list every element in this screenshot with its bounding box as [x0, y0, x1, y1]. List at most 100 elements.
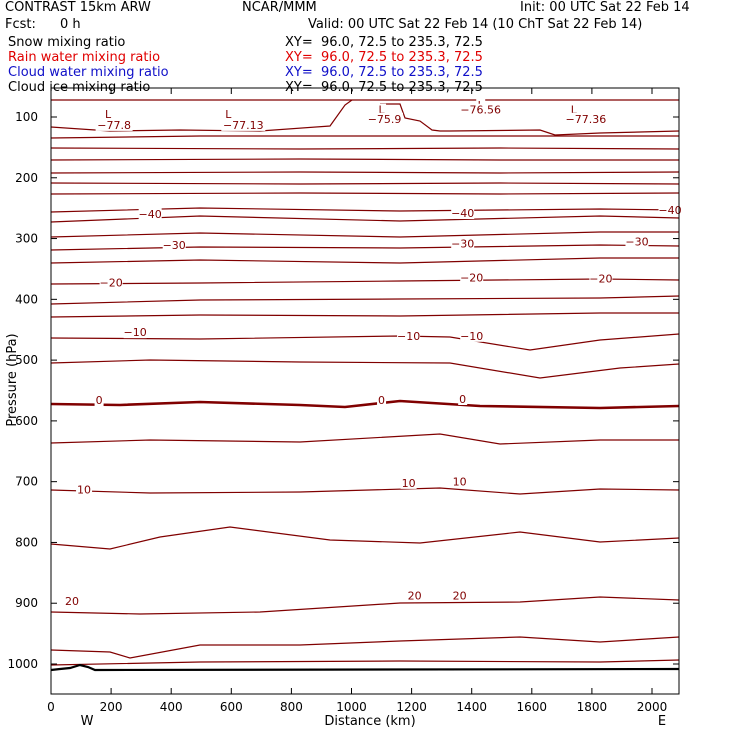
- y-axis-title: Pressure (hPa): [5, 333, 20, 426]
- x-tick-label: 600: [220, 700, 243, 714]
- contour-label-bg: [451, 207, 475, 220]
- contour-label: 20: [65, 595, 79, 608]
- plot-frame-rect: [50, 87, 680, 695]
- contour-label-bg: [451, 589, 468, 602]
- x-tick-label: 1600: [517, 700, 548, 714]
- contour-label: L: [105, 108, 112, 121]
- contour-label: −20: [460, 271, 483, 284]
- contour-label: −76.56: [460, 104, 501, 117]
- x-end-label-east: E: [658, 714, 666, 729]
- plot-frame: [50, 87, 680, 695]
- contour-label-bg: [406, 589, 423, 602]
- contour-label: −20: [589, 273, 612, 286]
- contour-label-bg: [103, 107, 113, 120]
- contour-line: [50, 257, 679, 264]
- y-tick-label: 500: [15, 353, 38, 367]
- header-org: NCAR/MMM: [242, 0, 317, 15]
- contour-label: −77.8: [97, 119, 131, 132]
- field-xy-rain: XY= 96.0, 72.5 to 235.3, 72.5: [285, 50, 483, 65]
- contour-line: [50, 596, 680, 615]
- contour-label: 0: [459, 393, 466, 406]
- contour-line: [50, 659, 680, 666]
- contour-label: −40: [139, 208, 162, 221]
- header-fcst-value: 0 h: [60, 17, 81, 32]
- contour-label-bg: [569, 103, 579, 116]
- x-end-label-west: W: [81, 714, 94, 729]
- contour-line: [50, 182, 680, 185]
- header-model: CONTRAST 15km ARW: [5, 0, 151, 15]
- y-tick-label: 900: [15, 596, 38, 610]
- contour-label-bg: [658, 203, 682, 216]
- contour-label-bg: [162, 239, 186, 252]
- contour-label: −10: [460, 330, 483, 343]
- contour-line: [50, 158, 679, 161]
- y-tick-label: 800: [15, 535, 38, 549]
- contour-line: [380, 103, 680, 136]
- contour-line: [50, 636, 680, 659]
- x-axis-title: Distance (km): [324, 714, 415, 729]
- contour-line: [50, 99, 353, 132]
- contour-line: [50, 295, 680, 305]
- contour-labels: L−77.8L−77.13L−75.9L−76.56L−77.36−40−40−…: [64, 98, 682, 608]
- contour-label: L: [378, 104, 385, 117]
- y-tick-label: 200: [15, 171, 38, 185]
- header-init: Init: 00 UTC Sat 22 Feb 14: [520, 0, 690, 15]
- x-tick-label: 0: [47, 700, 55, 714]
- field-xy-cloud-water: XY= 96.0, 72.5 to 235.3, 72.5: [285, 65, 483, 80]
- contour-label: L: [225, 108, 232, 121]
- terrain-line: [50, 663, 680, 672]
- y-tick-label: 1000: [7, 657, 38, 671]
- contour-line: [50, 192, 680, 195]
- contour-label-bg: [589, 272, 613, 285]
- contour-label: −40: [658, 204, 681, 217]
- field-name-snow: Snow mixing ratio: [8, 35, 126, 50]
- contour-label-bg: [138, 208, 162, 221]
- contour-line: [50, 433, 679, 445]
- contour-lines: [50, 99, 680, 672]
- header-valid: Valid: 00 UTC Sat 22 Feb 14 (10 ChT Sat …: [308, 17, 643, 32]
- contour-label-bg: [451, 237, 475, 250]
- contour-label: −10: [124, 326, 147, 339]
- y-tick-label: 600: [15, 414, 38, 428]
- contour-label-bg: [94, 394, 104, 407]
- contour-label-bg: [458, 393, 468, 406]
- contour-label: 0: [378, 394, 385, 407]
- contour-label: −77.13: [223, 119, 264, 132]
- contour-label-bg: [99, 276, 123, 289]
- x-tick-label: 1000: [336, 700, 367, 714]
- x-tick-label: 1800: [577, 700, 608, 714]
- contour-label-bg: [400, 476, 417, 489]
- contour-label-bg: [625, 235, 649, 248]
- contour-line: [50, 526, 680, 550]
- contour-label: −30: [451, 237, 474, 250]
- contour-line: [50, 147, 680, 150]
- contour-label-bg: [377, 103, 387, 116]
- contour-label-bg: [460, 329, 484, 342]
- contour-label-bg: [123, 326, 147, 339]
- contour-label-bg: [451, 475, 468, 488]
- x-tick-label: 1400: [456, 700, 487, 714]
- contour-label: −75.9: [368, 113, 402, 126]
- contour-label: 10: [453, 476, 467, 489]
- contour-label-bg: [366, 112, 404, 125]
- header-fcst-label: Fcst:: [5, 17, 36, 32]
- contour-label: 10: [402, 477, 416, 490]
- contour-label: L: [571, 104, 578, 117]
- x-tick-label: 400: [160, 700, 183, 714]
- contour-line: [50, 487, 680, 495]
- contour-label: 20: [408, 589, 422, 602]
- contour-line: [50, 399, 680, 410]
- contour-label: 0: [96, 394, 103, 407]
- contour-label: −10: [397, 330, 420, 343]
- contour-line: [50, 278, 680, 285]
- contour-line: [50, 244, 680, 251]
- contour-label-bg: [460, 271, 484, 284]
- contour-label-bg: [223, 107, 233, 120]
- contour-label: 20: [453, 589, 467, 602]
- field-name-rain: Rain water mixing ratio: [8, 50, 161, 65]
- x-tick-label: 2000: [637, 700, 668, 714]
- y-tick-label: 300: [15, 232, 38, 246]
- contour-label: −40: [451, 207, 474, 220]
